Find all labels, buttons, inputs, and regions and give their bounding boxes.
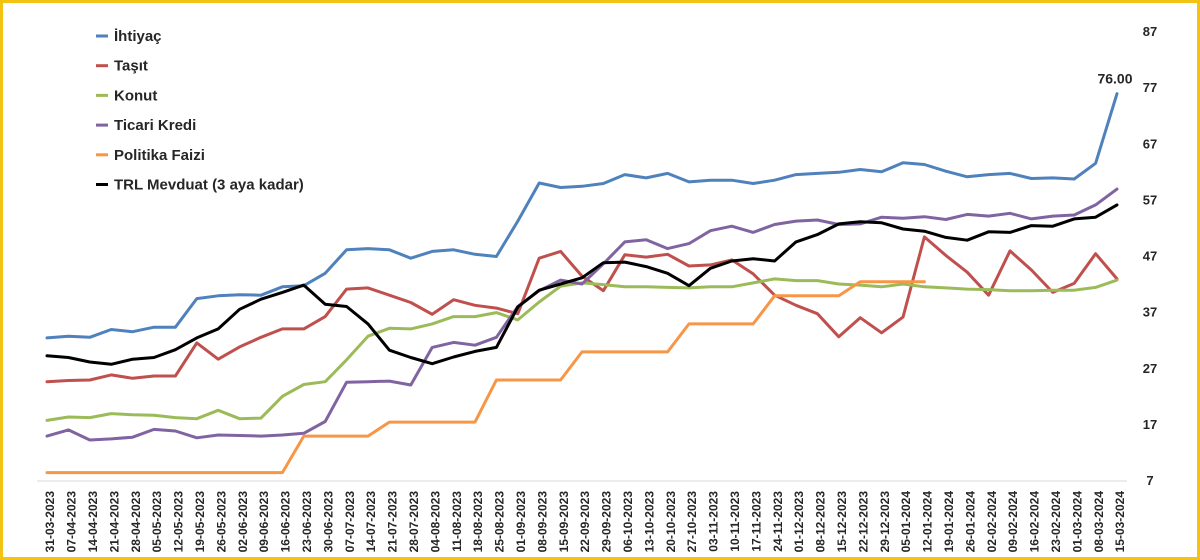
- x-tick-label: 04-08-2023: [428, 491, 442, 553]
- x-tick-label: 22-12-2023: [856, 491, 870, 553]
- x-tick-label: 15-03-2024: [1113, 491, 1127, 553]
- x-tick-label: 07-07-2023: [343, 491, 357, 553]
- legend-item: Politika Faizi: [96, 147, 205, 164]
- x-tick-label: 27-10-2023: [685, 491, 699, 553]
- x-tick-label: 28-04-2023: [129, 491, 143, 553]
- x-tick-label: 18-08-2023: [471, 491, 485, 553]
- x-tick-label: 15-12-2023: [835, 491, 849, 553]
- x-tick-label: 03-11-2023: [707, 491, 721, 552]
- legend-label: Politika Faizi: [114, 147, 205, 164]
- series-line: [45, 280, 926, 475]
- y-tick-label: 57: [1143, 192, 1157, 207]
- data-label: 76.00: [1097, 71, 1132, 87]
- series-line: [45, 92, 1119, 340]
- x-tick-label: 08-03-2024: [1092, 491, 1106, 553]
- x-tick-label: 14-04-2023: [86, 491, 100, 553]
- legend-label: Konut: [114, 87, 157, 104]
- legend-label: İhtiyaç: [114, 28, 162, 45]
- series-line: [45, 203, 1119, 366]
- x-tick-label: 30-06-2023: [321, 491, 335, 553]
- x-tick-label: 28-07-2023: [407, 491, 421, 553]
- x-tick-label: 16-06-2023: [279, 491, 293, 553]
- x-tick-label: 01-03-2024: [1070, 491, 1084, 553]
- x-tick-label: 01-12-2023: [792, 491, 806, 553]
- series-line: [45, 235, 1119, 384]
- y-tick-label: 27: [1143, 361, 1157, 376]
- x-tick-label: 23-02-2024: [1049, 491, 1063, 553]
- x-tick-label: 26-01-2024: [963, 491, 977, 553]
- y-tick-label: 77: [1143, 80, 1157, 95]
- legend-item: Ticari Kredi: [96, 117, 196, 134]
- x-tick-label: 09-06-2023: [257, 491, 271, 553]
- x-tick-label: 08-09-2023: [535, 491, 549, 553]
- x-tick-label: 12-01-2024: [921, 491, 935, 553]
- x-tick-label: 25-08-2023: [493, 491, 507, 553]
- x-tick-label: 12-05-2023: [172, 491, 186, 553]
- x-tick-label: 13-10-2023: [642, 491, 656, 553]
- x-tick-label: 07-04-2023: [65, 491, 79, 553]
- series-line: [45, 187, 1119, 442]
- x-tick-label: 06-10-2023: [621, 491, 635, 553]
- y-tick-label: 17: [1143, 417, 1157, 432]
- legend-item: Taşıt: [96, 58, 148, 75]
- y-tick-label: 87: [1143, 24, 1157, 39]
- x-tick-label: 05-05-2023: [150, 491, 164, 553]
- x-tick-label: 21-04-2023: [107, 491, 121, 553]
- x-tick-label: 21-07-2023: [386, 491, 400, 553]
- x-tick-label: 19-05-2023: [193, 491, 207, 553]
- legend-label: Taşıt: [114, 58, 148, 75]
- x-tick-label: 14-07-2023: [364, 491, 378, 553]
- legend-item: Konut: [96, 87, 157, 104]
- y-tick-label: 67: [1143, 136, 1157, 151]
- x-tick-label: 05-01-2024: [899, 491, 913, 553]
- x-tick-label: 29-09-2023: [600, 491, 614, 553]
- x-tick-label: 19-01-2024: [942, 491, 956, 553]
- x-tick-label: 15-09-2023: [557, 491, 571, 553]
- x-tick-label: 02-06-2023: [236, 491, 250, 553]
- x-tick-label: 23-06-2023: [300, 491, 314, 553]
- y-tick-label: 47: [1143, 249, 1157, 264]
- x-tick-label: 31-03-2023: [43, 491, 57, 553]
- y-tick-label: 7: [1146, 473, 1153, 488]
- x-tick-label: 20-10-2023: [664, 491, 678, 553]
- x-tick-label: 01-09-2023: [514, 491, 528, 553]
- x-tick-label: 22-09-2023: [578, 491, 592, 553]
- x-tick-label: 02-02-2024: [985, 491, 999, 553]
- x-tick-label: 09-02-2024: [1006, 491, 1020, 553]
- legend-label: Ticari Kredi: [114, 117, 196, 134]
- x-tick-label: 16-02-2024: [1028, 491, 1042, 553]
- x-tick-label: 29-12-2023: [878, 491, 892, 553]
- x-tick-label: 24-11-2023: [771, 491, 785, 552]
- legend-label: TRL Mevduat (3 aya kadar): [114, 177, 304, 194]
- legend-item: İhtiyaç: [96, 28, 162, 45]
- x-tick-label: 08-12-2023: [814, 491, 828, 553]
- legend-item: TRL Mevduat (3 aya kadar): [96, 177, 304, 194]
- x-tick-label: 10-11-2023: [728, 491, 742, 552]
- x-tick-label: 11-08-2023: [450, 491, 464, 552]
- x-tick-label: 17-11-2023: [749, 491, 763, 552]
- y-tick-label: 37: [1143, 305, 1157, 320]
- x-tick-label: 26-05-2023: [214, 491, 228, 553]
